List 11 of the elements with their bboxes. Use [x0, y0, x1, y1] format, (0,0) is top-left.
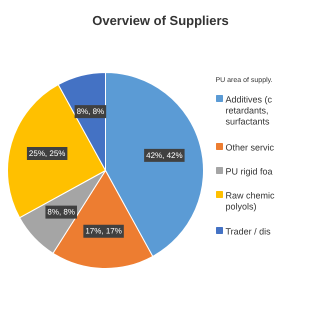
legend-label: Other servic: [226, 142, 275, 152]
data-label: 42%, 42%: [146, 150, 183, 160]
data-label: 8%, 8%: [47, 208, 75, 217]
legend-label: Additives (c retardants, surfactants: [226, 94, 273, 126]
legend-label: Trader / dis: [226, 226, 272, 236]
data-label: 17%, 17%: [85, 226, 122, 236]
data-label: 25%, 25%: [28, 149, 66, 158]
chart-title: Overview of Suppliers: [92, 13, 229, 28]
data-label: 8%, 8%: [76, 107, 104, 116]
legend-label: PU rigid foa: [226, 166, 273, 176]
legend-label: Raw chemic polyols): [226, 190, 276, 212]
